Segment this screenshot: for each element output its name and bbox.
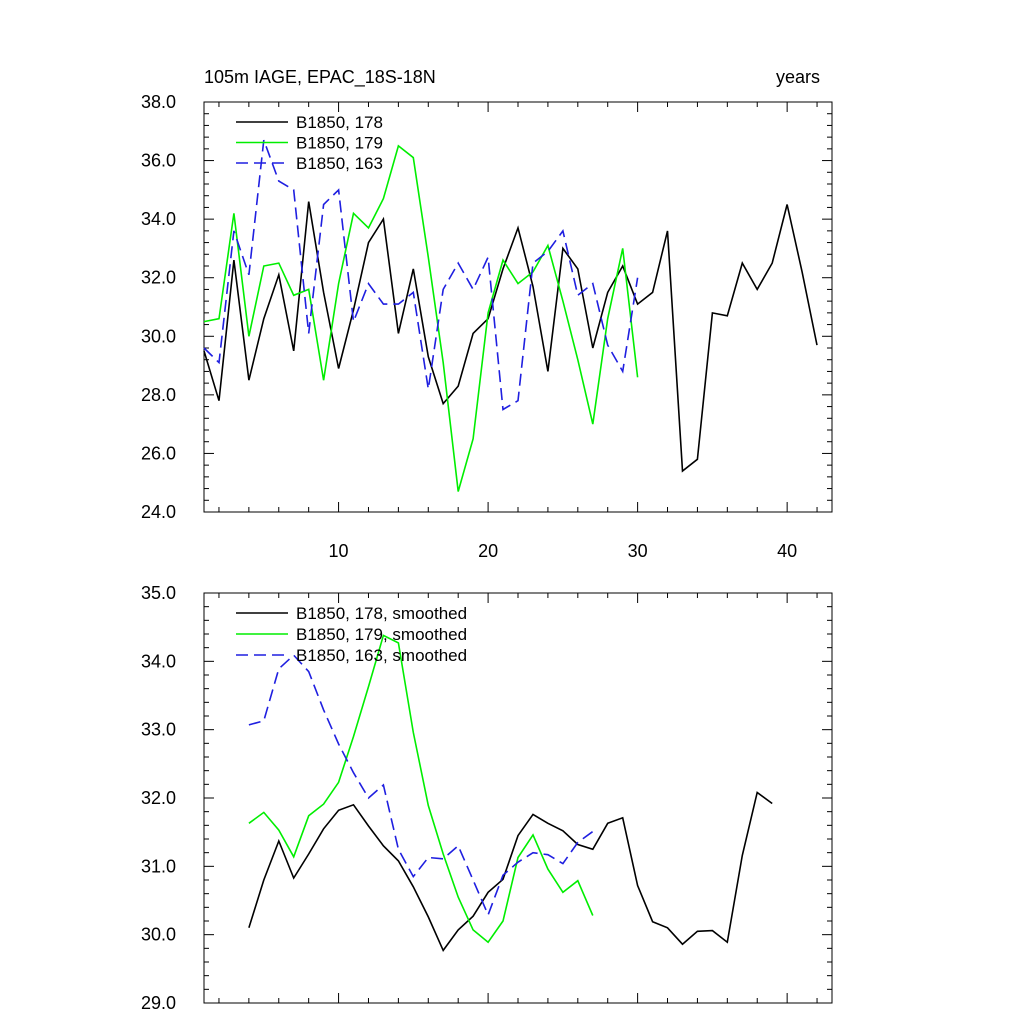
series-line bbox=[203, 144, 639, 492]
legend-label: B1850, 178 bbox=[296, 113, 383, 132]
legend-label: B1850, 163 bbox=[296, 154, 383, 173]
y-tick-label: 28.0 bbox=[141, 385, 176, 405]
legend-label: B1850, 178, smoothed bbox=[296, 604, 467, 623]
y-tick-label: 30.0 bbox=[141, 326, 176, 346]
bottom-panel: 29.0 30.0 31.0 32.0 33.0 34.0 35.0 B1850, 178, … bbox=[141, 583, 833, 1013]
y-tick-label: 32.0 bbox=[141, 268, 176, 288]
series-line bbox=[203, 139, 639, 411]
top-panel: 105m IAGE, EPAC_18S-18N years 24.0 26.0 28… bbox=[141, 67, 833, 561]
series-line bbox=[248, 791, 773, 952]
series-line bbox=[203, 201, 818, 473]
y-tick-label: 24.0 bbox=[141, 502, 176, 522]
y-tick-label: 30.0 bbox=[141, 925, 176, 945]
series-line bbox=[248, 654, 594, 918]
x-tick-label: 30 bbox=[628, 541, 648, 561]
y-tick-label: 35.0 bbox=[141, 583, 176, 603]
y-tick-label: 31.0 bbox=[141, 856, 176, 876]
legend-label: B1850, 179, smoothed bbox=[296, 625, 467, 644]
x-tick-label: 20 bbox=[478, 541, 498, 561]
y-tick-label: 36.0 bbox=[141, 151, 176, 171]
x-tick-label: 10 bbox=[329, 541, 349, 561]
y-tick-label: 33.0 bbox=[141, 720, 176, 740]
y-tick-label: 32.0 bbox=[141, 788, 176, 808]
chart-title-right: years bbox=[776, 67, 820, 87]
legend-label: B1850, 163, smoothed bbox=[296, 646, 467, 665]
x-tick-label: 40 bbox=[777, 541, 797, 561]
y-tick-label: 34.0 bbox=[141, 651, 176, 671]
series-line bbox=[248, 634, 594, 944]
y-tick-label: 26.0 bbox=[141, 443, 176, 463]
y-tick-label: 34.0 bbox=[141, 209, 176, 229]
legend-label: B1850, 179 bbox=[296, 134, 383, 153]
chart-title-left: 105m IAGE, EPAC_18S-18N bbox=[204, 67, 436, 88]
y-tick-label: 29.0 bbox=[141, 993, 176, 1013]
y-tick-label: 38.0 bbox=[141, 92, 176, 112]
